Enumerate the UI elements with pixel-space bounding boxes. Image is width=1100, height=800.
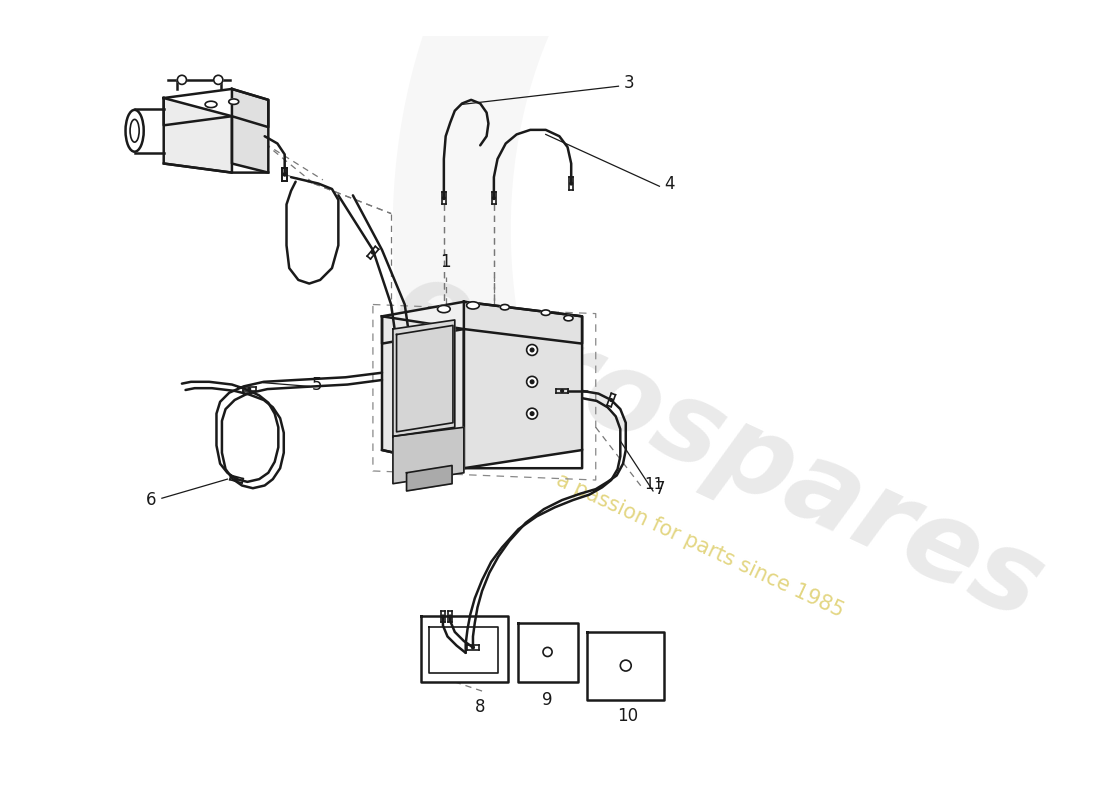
Circle shape	[235, 478, 238, 481]
Polygon shape	[382, 316, 464, 468]
Polygon shape	[421, 617, 507, 682]
Text: 3: 3	[624, 74, 635, 93]
Circle shape	[177, 75, 187, 84]
Circle shape	[472, 646, 474, 649]
Circle shape	[561, 390, 563, 392]
Circle shape	[530, 348, 533, 352]
Circle shape	[543, 647, 552, 657]
Text: 6: 6	[146, 491, 156, 509]
Text: eurospares: eurospares	[377, 249, 1059, 642]
Polygon shape	[393, 320, 454, 436]
Circle shape	[284, 173, 286, 176]
Text: 4: 4	[664, 175, 674, 194]
Circle shape	[620, 660, 631, 671]
Circle shape	[527, 345, 538, 355]
Ellipse shape	[125, 110, 144, 152]
Circle shape	[530, 380, 533, 384]
Circle shape	[493, 197, 495, 199]
Ellipse shape	[541, 310, 550, 315]
Circle shape	[284, 173, 286, 176]
Text: 5: 5	[312, 375, 322, 394]
Ellipse shape	[205, 102, 217, 107]
Ellipse shape	[229, 99, 239, 104]
Circle shape	[442, 197, 446, 199]
Ellipse shape	[564, 315, 573, 321]
Polygon shape	[382, 302, 582, 344]
Circle shape	[372, 251, 374, 254]
Text: 8: 8	[475, 698, 485, 716]
Polygon shape	[586, 632, 664, 700]
Circle shape	[248, 388, 251, 390]
Text: a passion for parts since 1985: a passion for parts since 1985	[553, 470, 847, 621]
Circle shape	[527, 408, 538, 419]
Text: 7: 7	[654, 480, 666, 498]
Circle shape	[530, 412, 533, 415]
Ellipse shape	[466, 302, 480, 309]
Ellipse shape	[500, 305, 509, 310]
Circle shape	[449, 615, 452, 618]
Text: 9: 9	[542, 691, 553, 709]
Circle shape	[213, 75, 223, 84]
Polygon shape	[164, 89, 268, 127]
Polygon shape	[518, 623, 578, 682]
Ellipse shape	[438, 306, 450, 313]
Text: 1: 1	[440, 253, 451, 271]
Circle shape	[441, 615, 444, 618]
Polygon shape	[464, 302, 582, 468]
Text: 10: 10	[617, 707, 638, 726]
Text: 11: 11	[644, 477, 663, 492]
Circle shape	[527, 376, 538, 387]
Circle shape	[609, 398, 613, 402]
Polygon shape	[164, 98, 232, 173]
Polygon shape	[397, 326, 453, 432]
Polygon shape	[407, 466, 452, 491]
Polygon shape	[232, 89, 268, 173]
Polygon shape	[393, 427, 464, 484]
Circle shape	[570, 182, 573, 185]
